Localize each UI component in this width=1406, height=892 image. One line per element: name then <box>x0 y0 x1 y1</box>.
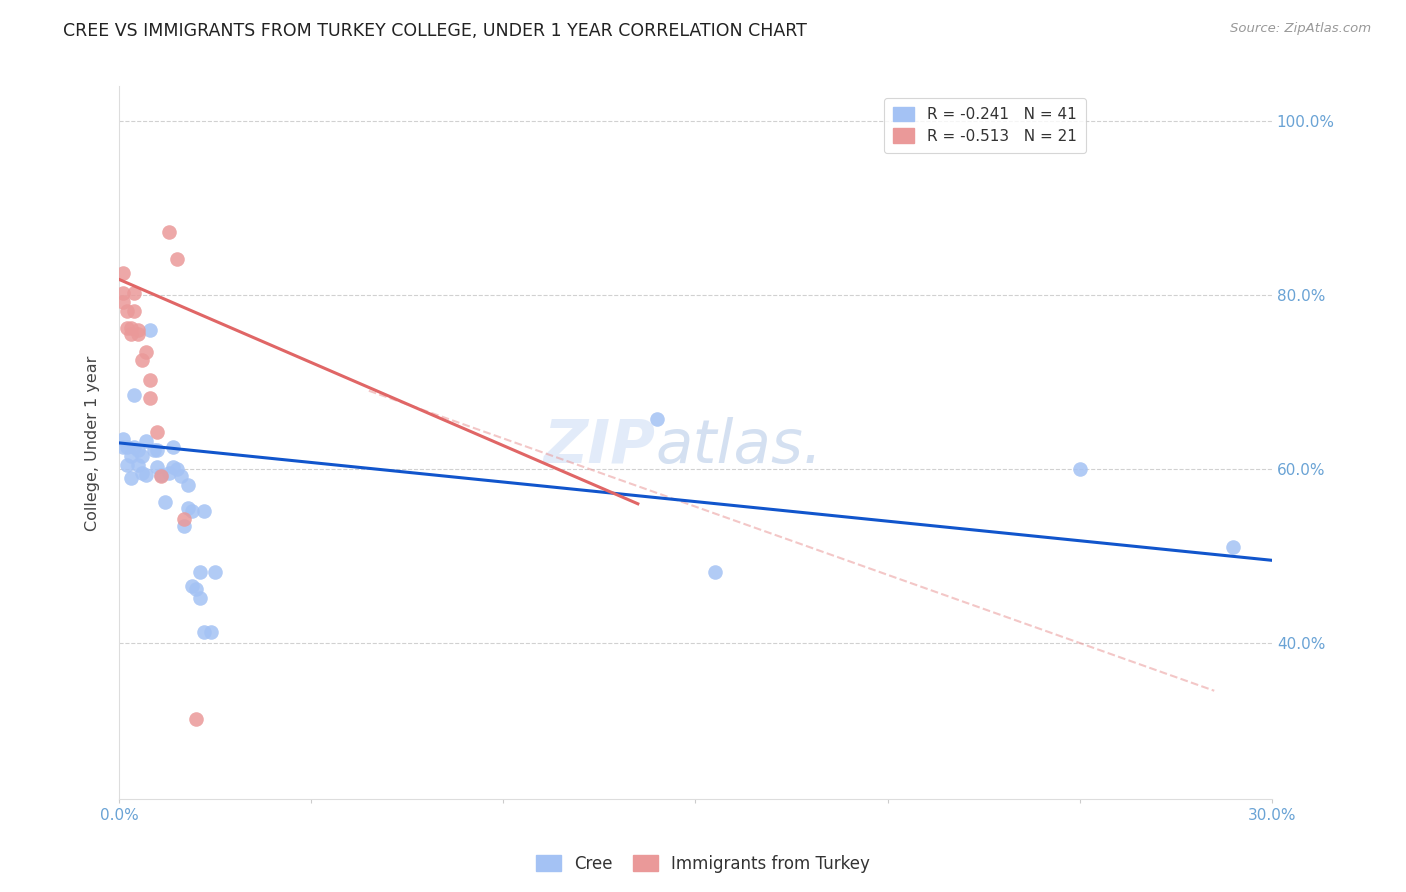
Point <box>166 462 188 476</box>
Point <box>120 471 142 485</box>
Point <box>146 425 169 440</box>
Y-axis label: College, Under 1 year: College, Under 1 year <box>86 355 100 531</box>
Point <box>703 565 725 579</box>
Point <box>177 501 200 516</box>
Point <box>127 458 149 472</box>
Point <box>184 582 207 596</box>
Point <box>111 266 134 280</box>
Point <box>146 460 169 475</box>
Point <box>193 504 215 518</box>
Point <box>131 353 153 368</box>
Point <box>204 565 226 579</box>
Point <box>120 327 142 342</box>
Point <box>645 411 668 425</box>
Point <box>157 226 180 240</box>
Point <box>115 321 138 335</box>
Point <box>166 252 188 266</box>
Point <box>173 512 195 526</box>
Text: Source: ZipAtlas.com: Source: ZipAtlas.com <box>1230 22 1371 36</box>
Point <box>146 442 169 457</box>
Point <box>181 504 204 518</box>
Point <box>177 477 200 491</box>
Point <box>111 440 134 454</box>
Point <box>139 373 162 387</box>
Point <box>124 303 146 318</box>
Point <box>188 565 211 579</box>
Point <box>173 518 195 533</box>
Point <box>142 442 165 457</box>
Point <box>115 458 138 472</box>
Point <box>184 713 207 727</box>
Legend: R = -0.241   N = 41, R = -0.513   N = 21: R = -0.241 N = 41, R = -0.513 N = 21 <box>884 97 1085 153</box>
Point <box>120 449 142 463</box>
Point <box>111 432 134 446</box>
Point <box>115 303 138 318</box>
Point <box>131 467 153 481</box>
Point <box>135 468 157 483</box>
Point <box>153 495 176 509</box>
Point <box>200 625 222 640</box>
Point <box>131 449 153 463</box>
Text: atlas.: atlas. <box>655 417 823 476</box>
Point <box>127 442 149 457</box>
Point <box>193 625 215 640</box>
Point <box>127 327 149 342</box>
Point <box>150 468 173 483</box>
Point <box>127 323 149 337</box>
Point <box>124 286 146 301</box>
Point <box>111 286 134 301</box>
Point <box>124 388 146 402</box>
Point <box>115 440 138 454</box>
Point <box>135 344 157 359</box>
Legend: Cree, Immigrants from Turkey: Cree, Immigrants from Turkey <box>529 848 877 880</box>
Point <box>1069 462 1091 476</box>
Point <box>162 460 184 475</box>
Text: ZIP: ZIP <box>543 417 655 476</box>
Point <box>135 434 157 449</box>
Text: CREE VS IMMIGRANTS FROM TURKEY COLLEGE, UNDER 1 YEAR CORRELATION CHART: CREE VS IMMIGRANTS FROM TURKEY COLLEGE, … <box>63 22 807 40</box>
Point <box>162 440 184 454</box>
Point <box>139 323 162 337</box>
Point <box>188 591 211 605</box>
Point <box>124 440 146 454</box>
Point <box>111 295 134 310</box>
Point <box>181 579 204 593</box>
Point <box>169 469 191 483</box>
Point <box>120 321 142 335</box>
Point <box>157 467 180 481</box>
Point <box>139 391 162 405</box>
Point <box>150 469 173 483</box>
Point <box>1222 541 1244 555</box>
